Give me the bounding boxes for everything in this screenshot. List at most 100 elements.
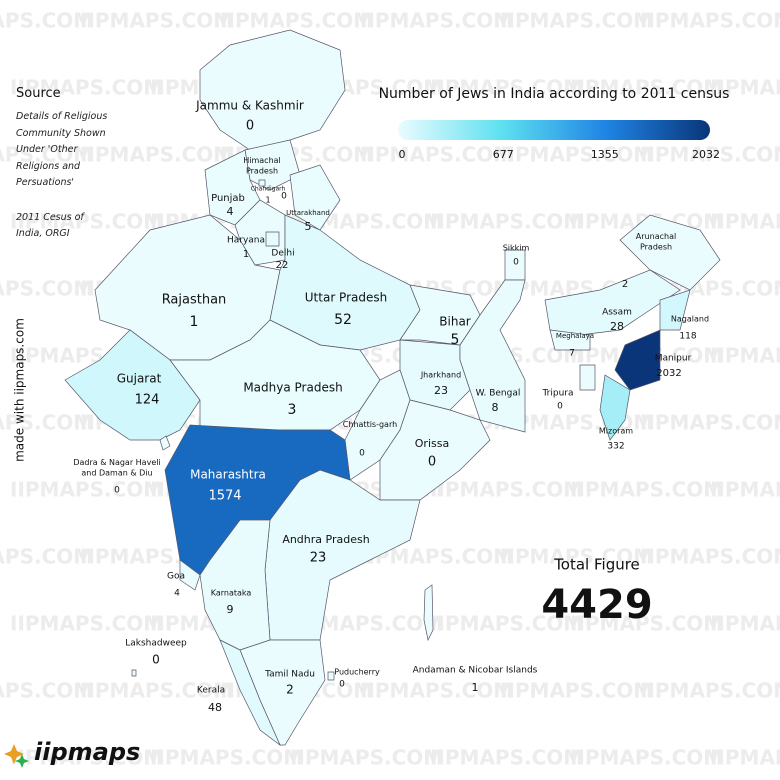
watermark: IIPMAPS.COM: [710, 210, 780, 234]
region: [423, 584, 434, 642]
watermark: IIPMAPS.COM: [570, 76, 723, 100]
region: [199, 519, 271, 651]
region-name: Assam: [602, 308, 632, 318]
watermark: IIPMAPS.COM: [80, 143, 233, 167]
region-value: 0: [513, 258, 519, 268]
region-name: Maharashtra: [190, 468, 266, 482]
region-name: Jharkhand: [420, 371, 461, 380]
region-value: 7: [569, 349, 575, 359]
region-name: Tamil Nadu: [264, 670, 315, 680]
region-name: Arunachal Pradesh: [636, 232, 676, 251]
region: [199, 29, 346, 151]
region-name: Chandigarh: [251, 186, 286, 193]
region: [159, 435, 171, 451]
region-name: Andaman & Nicobar Islands: [413, 666, 538, 676]
watermark: IIPMAPS.COM: [570, 478, 723, 502]
region-value: 0: [114, 486, 120, 496]
credit: made with iipmaps.com: [13, 318, 27, 462]
region-value: 0: [246, 119, 254, 134]
total-value: 4429: [541, 582, 652, 628]
regions: [64, 29, 721, 747]
region-value: 52: [334, 312, 352, 328]
region-value: 1: [243, 249, 249, 260]
watermark: IIPMAPS.COM: [0, 411, 93, 435]
watermark: IIPMAPS.COM: [500, 679, 653, 703]
region-value: 48: [208, 701, 222, 714]
region-value: 3: [288, 402, 297, 418]
watermark: IIPMAPS.COM: [430, 612, 583, 636]
region: [289, 164, 341, 231]
region-name: Haryana: [227, 236, 265, 246]
watermark: IIPMAPS.COM: [640, 545, 780, 569]
watermark: IIPMAPS.COM: [430, 210, 583, 234]
region-name: Andhra Pradesh: [282, 533, 369, 546]
region-name: Orissa: [415, 437, 449, 450]
watermark: IIPMAPS.COM: [360, 679, 513, 703]
region: [327, 671, 335, 681]
watermark: IIPMAPS.COM: [710, 478, 780, 502]
watermark: IIPMAPS.COM: [570, 746, 723, 770]
watermark: IIPMAPS.COM: [0, 143, 93, 167]
region: [599, 374, 631, 441]
region-value: 0: [428, 455, 436, 470]
watermark: IIPMAPS.COM: [640, 9, 780, 33]
region-value: 0: [152, 653, 160, 667]
watermark: IIPMAPS.COM: [10, 478, 163, 502]
legend-tick-label: 1355: [591, 148, 619, 161]
watermark: IIPMAPS.COM: [570, 612, 723, 636]
region-value: 9: [227, 603, 234, 616]
watermark: IIPMAPS.COM: [640, 679, 780, 703]
region: [64, 329, 201, 441]
watermark: IIPMAPS.COM: [0, 277, 93, 301]
region: [614, 329, 661, 391]
region: [659, 289, 691, 331]
watermark: IIPMAPS.COM: [0, 9, 93, 33]
region-value: 118: [679, 332, 696, 342]
legend-bar: [398, 120, 710, 140]
region: [258, 179, 266, 187]
region: [219, 639, 281, 747]
region-name: Puducherry: [334, 668, 380, 677]
watermark: IIPMAPS.COM: [150, 746, 303, 770]
brand: iipmaps: [34, 738, 140, 766]
region-value: 5: [451, 332, 460, 348]
region-value: 22: [276, 260, 289, 271]
watermark: IIPMAPS.COM: [0, 545, 93, 569]
watermark: IIPMAPS.COM: [640, 411, 780, 435]
watermark: IIPMAPS.COM: [710, 746, 780, 770]
watermark: IIPMAPS.COM: [710, 612, 780, 636]
region-name: Punjab: [211, 193, 245, 204]
region: [269, 214, 421, 351]
region-name: Kerala: [197, 686, 225, 696]
region-value: 23: [310, 551, 327, 566]
logo-star: [15, 754, 29, 768]
region-name: Chhattis-garh: [343, 420, 397, 429]
region: [579, 364, 596, 391]
watermark: IIPMAPS.COM: [430, 76, 583, 100]
region-value: 1: [472, 681, 479, 694]
region-name: Rajasthan: [162, 293, 227, 308]
region-name: Sikkim: [503, 244, 530, 253]
watermark: IIPMAPS.COM: [500, 545, 653, 569]
watermark: IIPMAPS.COM: [10, 210, 163, 234]
region-name: W. Bengal: [476, 389, 521, 399]
region-value: 1: [190, 314, 199, 330]
region-name: Dadra & Nagar Haveli and Daman & Diu: [73, 458, 160, 477]
region-value: 2: [622, 279, 628, 290]
watermark: IIPMAPS.COM: [80, 9, 233, 33]
region-value: 2: [286, 683, 294, 697]
region-value: 332: [607, 442, 624, 452]
region: [265, 231, 280, 247]
region-name: Lakshadweep: [125, 639, 187, 649]
watermark: IIPMAPS.COM: [10, 76, 163, 100]
region-name: Uttarakhand: [286, 209, 330, 217]
region-value: 0: [557, 402, 563, 412]
legend-tick-label: 677: [493, 148, 514, 161]
region-value: 1574: [208, 489, 241, 504]
watermark: IIPMAPS.COM: [10, 612, 163, 636]
region-name: Gujarat: [117, 372, 162, 386]
region-name: Bihar: [439, 315, 471, 329]
